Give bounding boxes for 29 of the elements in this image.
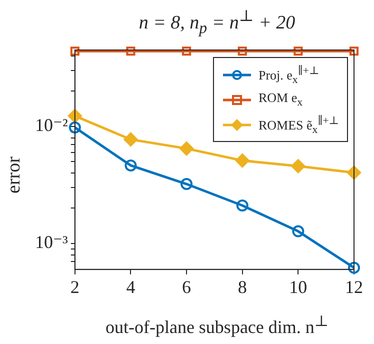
point (294, 46, 303, 56)
legend-label: ROM e$_{x}$ (258, 90, 303, 109)
point (349, 46, 359, 56)
chart-title: n = 8, n$_{p}$ = n$^{⊥}$ + 20 (138, 7, 296, 38)
point (348, 262, 360, 274)
point (292, 225, 304, 238)
point (236, 200, 248, 212)
x-tick-label: 6 (182, 276, 192, 297)
x-axis-title: out-of-plane subspace dim. n$^{⊥}$ (104, 313, 330, 338)
x-tick-label: 8 (238, 276, 247, 297)
x-tick-label: 4 (126, 276, 136, 297)
y-tick-label: 10⁻³ (34, 232, 68, 252)
point (70, 46, 80, 56)
point (180, 142, 194, 156)
point (124, 159, 137, 172)
point (124, 132, 138, 146)
point (238, 46, 247, 56)
x-tick-label: 12 (345, 276, 363, 297)
x-tick-label: 2 (70, 276, 80, 297)
point (126, 46, 136, 56)
y-tick-label: 10⁻² (34, 115, 68, 136)
x-tick-label: 10 (289, 276, 308, 297)
point (235, 154, 250, 168)
point (291, 159, 306, 174)
y-axis-title: error (3, 156, 25, 194)
point (347, 166, 361, 180)
point (68, 121, 81, 134)
point (180, 178, 193, 190)
point (182, 46, 192, 56)
